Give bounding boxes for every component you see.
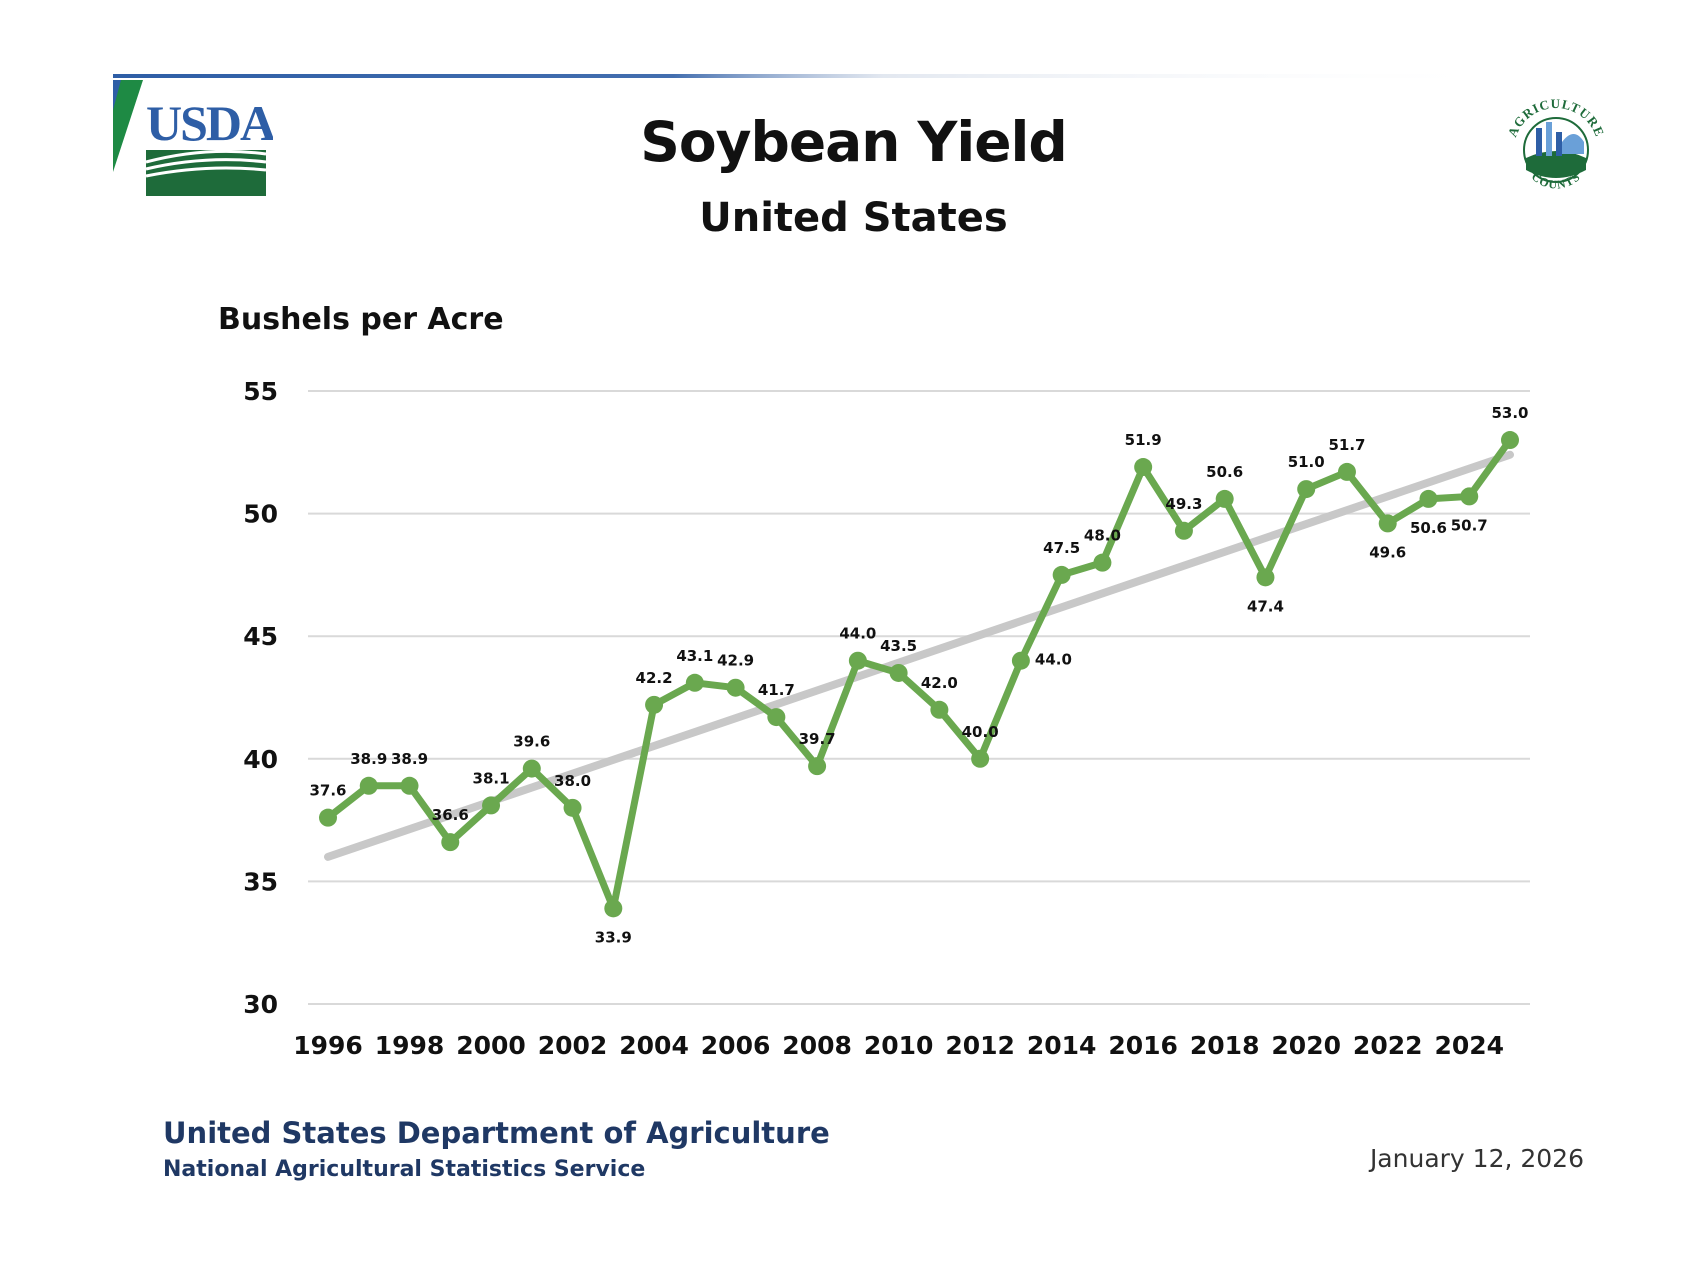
data-point [482, 796, 501, 815]
data-label: 53.0 [1491, 404, 1528, 422]
trendline [324, 450, 1514, 861]
data-label: 51.0 [1288, 453, 1325, 471]
x-tick-label: 2022 [1353, 1031, 1423, 1060]
data-label: 47.5 [1043, 539, 1080, 557]
x-tick-label: 1998 [375, 1031, 445, 1060]
usda-logo-text: USDA [146, 95, 273, 151]
data-point [1460, 487, 1479, 506]
x-tick-label: 2020 [1271, 1031, 1341, 1060]
usda-logo: USDA [113, 80, 273, 196]
data-point [441, 833, 460, 852]
data-point [726, 678, 745, 697]
x-tick-label: 2000 [456, 1031, 526, 1060]
data-point [685, 673, 704, 692]
data-label: 49.6 [1369, 543, 1406, 561]
data-point [767, 708, 786, 727]
x-tick-label: 2006 [701, 1031, 771, 1060]
data-point [359, 776, 378, 795]
data-point [1378, 514, 1397, 533]
series-line [324, 436, 1514, 912]
data-point [1297, 480, 1316, 499]
data-point [1337, 462, 1356, 481]
data-label: 42.0 [921, 674, 958, 692]
report-date: January 12, 2026 [1369, 1144, 1584, 1173]
x-tick-label: 2014 [1027, 1031, 1097, 1060]
data-label: 51.9 [1125, 431, 1162, 449]
data-point [1501, 431, 1519, 450]
footer-service: National Agricultural Statistics Service [163, 1157, 646, 1182]
data-point [319, 808, 337, 827]
y-tick-label: 45 [243, 622, 278, 651]
x-tick-label: 2018 [1190, 1031, 1260, 1060]
x-tick-label: 2002 [538, 1031, 608, 1060]
data-point [1011, 651, 1030, 670]
data-point [522, 759, 541, 778]
data-point [563, 798, 582, 817]
chart-title: Soybean Yield [640, 110, 1068, 174]
data-label: 44.0 [1035, 651, 1072, 669]
data-point [1134, 458, 1153, 477]
data-label: 39.7 [799, 730, 836, 748]
data-point [889, 663, 908, 682]
x-tick-label: 1996 [293, 1031, 363, 1060]
data-label: 48.0 [1084, 527, 1121, 545]
y-tick-label: 55 [243, 377, 278, 406]
data-label: 39.6 [513, 733, 550, 751]
data-point [1419, 489, 1438, 508]
data-label: 50.6 [1206, 463, 1243, 481]
data-point [971, 749, 990, 768]
x-tick-label: 2024 [1434, 1031, 1504, 1060]
x-tick-label: 2010 [864, 1031, 934, 1060]
data-label: 43.1 [676, 647, 713, 665]
chart-subtitle: United States [699, 195, 1008, 241]
y-tick-label: 30 [243, 990, 278, 1019]
header-bar [113, 74, 1513, 78]
data-point [645, 695, 664, 714]
data-point [848, 651, 867, 670]
data-point [1256, 568, 1275, 587]
data-point [1093, 553, 1112, 572]
data-label: 47.4 [1247, 597, 1284, 615]
y-tick-label: 50 [243, 500, 278, 529]
data-point [1215, 489, 1234, 508]
data-label: 51.7 [1328, 436, 1365, 454]
data-label: 38.9 [391, 750, 428, 768]
data-label: 44.0 [839, 625, 876, 643]
data-label: 42.2 [636, 669, 673, 687]
data-label: 43.5 [880, 637, 917, 655]
x-tick-label: 2012 [945, 1031, 1015, 1060]
data-label: 40.0 [962, 723, 999, 741]
data-point [1052, 565, 1071, 584]
svg-text:COUNTS: COUNTS [1529, 169, 1583, 192]
data-label: 36.6 [432, 806, 469, 824]
data-label: 37.6 [309, 782, 346, 800]
x-tick-label: 2016 [1108, 1031, 1178, 1060]
data-point [1174, 521, 1193, 540]
footer-department: United States Department of Agriculture [163, 1116, 830, 1150]
data-point [930, 700, 949, 719]
data-label: 38.0 [554, 772, 591, 790]
data-label: 49.3 [1165, 495, 1202, 513]
data-point [604, 899, 623, 918]
y-tick-label: 40 [243, 745, 278, 774]
data-label: 50.6 [1410, 519, 1447, 537]
data-label: 33.9 [595, 928, 632, 946]
data-label: 42.9 [717, 652, 754, 670]
y-axis-label: Bushels per Acre [218, 302, 504, 337]
ag-logo-bottom-text: COUNTS [1529, 169, 1582, 192]
data-label: 38.9 [350, 750, 387, 768]
agriculture-counts-logo: AGRICULTURE COUNTS [1504, 96, 1606, 192]
data-point [400, 776, 419, 795]
data-label: 50.7 [1451, 516, 1488, 534]
x-tick-label: 2004 [619, 1031, 689, 1060]
x-tick-label: 2008 [782, 1031, 852, 1060]
data-label: 38.1 [473, 769, 510, 787]
data-label: 41.7 [758, 681, 795, 699]
data-point [808, 757, 827, 776]
y-tick-label: 35 [243, 867, 278, 896]
